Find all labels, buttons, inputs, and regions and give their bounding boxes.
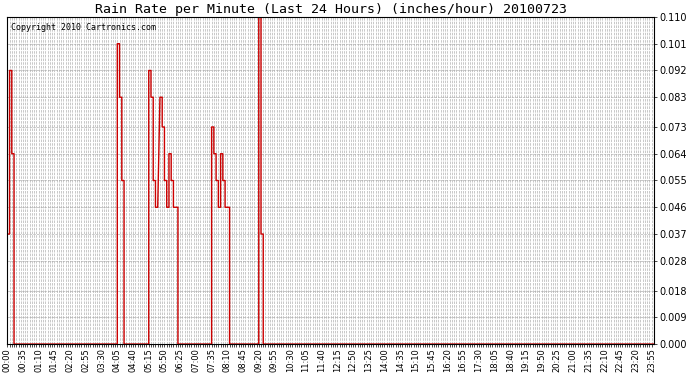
Text: Copyright 2010 Cartronics.com: Copyright 2010 Cartronics.com: [10, 24, 155, 33]
Title: Rain Rate per Minute (Last 24 Hours) (inches/hour) 20100723: Rain Rate per Minute (Last 24 Hours) (in…: [95, 3, 566, 16]
